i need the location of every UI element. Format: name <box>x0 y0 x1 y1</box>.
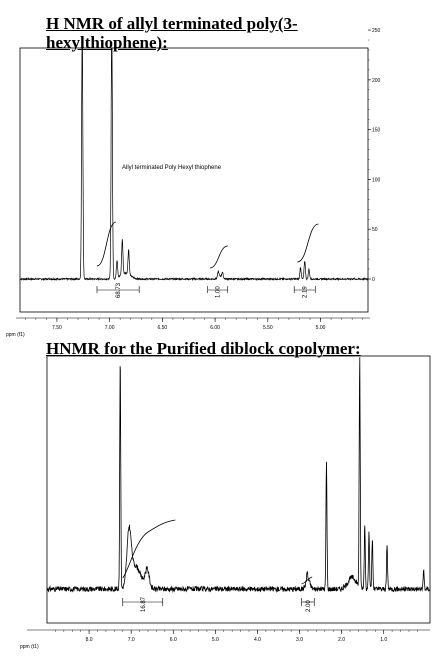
integral-curve <box>297 223 319 263</box>
plot-frame <box>19 47 369 313</box>
integral-value: 68.73 <box>116 282 122 298</box>
integral-curve <box>209 245 228 269</box>
y-tick-label: 50 <box>372 227 378 233</box>
x-tick-label: 7.0 <box>128 637 135 643</box>
x-tick-label: 7.00 <box>105 325 115 331</box>
integral-curve <box>96 221 117 267</box>
y-tick-label: 100 <box>372 177 381 183</box>
x-tick-label: 4.0 <box>254 637 261 643</box>
x-tick-label: 6.00 <box>210 325 220 331</box>
x-tick-label: 5.00 <box>316 325 326 331</box>
x-tick-label: 5.50 <box>263 325 273 331</box>
x-tick-label: 8.0 <box>86 637 93 643</box>
spectrum2-heading: HNMR for the Purified diblock copolymer: <box>46 339 361 358</box>
y-tick-label: 250 <box>372 28 381 34</box>
x-tick-label: 7.50 <box>52 325 62 331</box>
integral-curve <box>301 576 313 585</box>
integral-curve <box>122 519 176 579</box>
plot-frame <box>46 355 431 624</box>
x-tick-label: 1.0 <box>380 637 387 643</box>
spectrum1-heading: H NMR of allyl terminated poly(3-hexylth… <box>46 14 298 52</box>
y-tick-label: 150 <box>372 128 381 134</box>
x-tick-label: 5.0 <box>212 637 219 643</box>
x-tick-label: 6.0 <box>170 637 177 643</box>
integral-value: 1.00 <box>216 286 222 298</box>
spectrum1-trace <box>19 47 369 282</box>
x-axis-label: ppm (t1) <box>20 644 39 650</box>
integral-value: 2.19 <box>303 286 309 298</box>
spectrum1-chart: 250 200 150 100 50 0 7.50 7.00 6.50 6.00 5.50 5.00 p… <box>6 28 381 338</box>
x-tick-label: 2.0 <box>338 637 345 643</box>
x-axis-label: ppm (f1) <box>6 332 25 338</box>
y-tick-label: 0 <box>372 277 375 283</box>
spectrum1-annotation: Allyl terminated Poly Hexyl thiophene <box>122 165 222 171</box>
integral-value: 2.00 <box>306 600 312 612</box>
y-tick-label: 200 <box>372 78 381 84</box>
x-tick-label: 6.50 <box>157 325 167 331</box>
integral-value: 16.87 <box>141 596 147 612</box>
x-tick-label: 3.0 <box>296 637 303 643</box>
spectrum2-trace <box>46 357 431 593</box>
